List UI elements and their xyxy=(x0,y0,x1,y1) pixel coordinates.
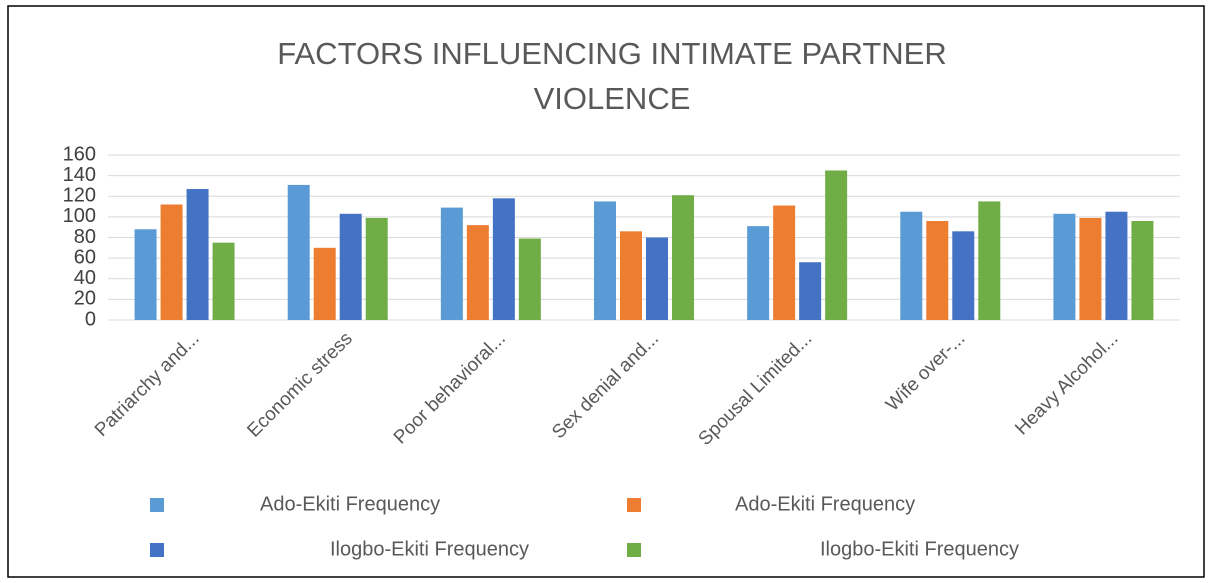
legend-label: Ilogbo-Ekiti Frequency xyxy=(330,538,529,560)
bar xyxy=(926,221,949,320)
y-tick-label: 120 xyxy=(63,185,96,207)
y-tick-label: 140 xyxy=(63,164,96,186)
bar xyxy=(160,204,183,320)
bar xyxy=(339,213,362,320)
legend-swatch xyxy=(627,498,641,512)
bar xyxy=(1079,217,1102,320)
bar xyxy=(518,238,541,320)
bar xyxy=(978,201,1001,320)
y-tick-label: 0 xyxy=(85,308,96,330)
y-tick-label: 40 xyxy=(74,267,96,289)
bar xyxy=(799,262,822,320)
bar xyxy=(186,189,209,320)
y-tick-label: 60 xyxy=(74,246,96,268)
bar xyxy=(1053,213,1076,320)
bar xyxy=(952,231,975,320)
chart-title: FACTORS INFLUENCING INTIMATE PARTNER xyxy=(277,36,946,71)
legend-swatch xyxy=(150,543,164,557)
bar xyxy=(365,217,388,320)
bar xyxy=(620,231,642,320)
bar xyxy=(287,184,310,320)
bar xyxy=(313,247,336,320)
y-tick-label: 80 xyxy=(74,226,96,248)
bar xyxy=(492,198,515,320)
bar xyxy=(134,229,157,320)
y-tick-label: 100 xyxy=(63,205,96,227)
bar xyxy=(825,170,848,320)
bar xyxy=(773,205,796,320)
bar xyxy=(747,226,770,320)
bar xyxy=(672,195,694,320)
legend-swatch xyxy=(150,498,164,512)
legend-label: Ado-Ekiti Frequency xyxy=(735,493,915,515)
legend-swatch xyxy=(627,543,641,557)
bar xyxy=(212,242,235,320)
bar xyxy=(1105,211,1128,320)
chart-title: VIOLENCE xyxy=(534,81,691,116)
bar xyxy=(900,211,923,320)
legend-label: Ilogbo-Ekiti Frequency xyxy=(820,538,1019,560)
legend-label: Ado-Ekiti Frequency xyxy=(260,493,440,515)
bar xyxy=(440,207,463,320)
bar xyxy=(646,237,668,320)
y-tick-label: 20 xyxy=(74,288,96,310)
bar xyxy=(1131,221,1154,320)
y-tick-label: 160 xyxy=(63,143,96,165)
bar xyxy=(466,225,489,320)
bar xyxy=(594,201,616,320)
